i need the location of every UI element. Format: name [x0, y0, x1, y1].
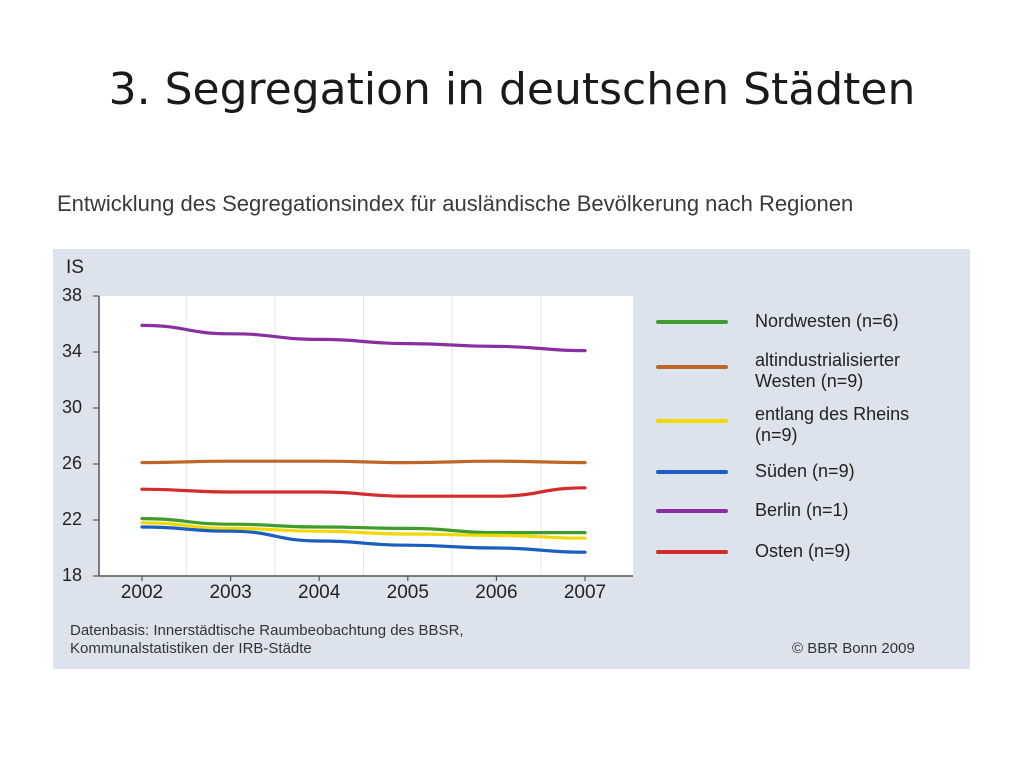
series-line-3	[140, 525, 587, 554]
legend-label: Berlin (n=1)	[755, 500, 955, 521]
x-tick-label: 2002	[120, 582, 164, 603]
legend-swatch	[656, 509, 728, 513]
x-tick-label: 2007	[563, 582, 607, 603]
legend-label: entlang des Rheins (n=9)	[755, 404, 955, 446]
legend-label-line: entlang des Rheins	[755, 404, 910, 424]
series-line-4	[140, 323, 587, 353]
legend-item: altindustrialisierter Westen (n=9)	[656, 350, 956, 398]
legend-label-line: Süden (n=9)	[755, 461, 855, 481]
legend-label-line: Osten (n=9)	[755, 541, 851, 561]
data-source-line: Datenbasis: Innerstädtische Raumbeobacht…	[70, 622, 464, 639]
legend-item: Nordwesten (n=6)	[656, 311, 956, 359]
legend-swatch	[656, 470, 728, 474]
data-source-note: Datenbasis: Innerstädtische Raumbeobacht…	[70, 622, 630, 658]
legend-item: Süden (n=9)	[656, 461, 956, 509]
y-tick-label: 38	[62, 285, 83, 305]
legend-label: Süden (n=9)	[755, 461, 955, 482]
legend-swatch	[656, 365, 728, 369]
data-source-line: Kommunalstatistiken der IRB-Städte	[70, 640, 312, 657]
legend-item: Osten (n=9)	[656, 541, 956, 589]
legend-item: entlang des Rheins (n=9)	[656, 404, 956, 452]
chart-title: Entwicklung des Segregationsindex für au…	[57, 191, 854, 216]
y-tick-label: 22	[62, 509, 83, 529]
legend-swatch	[656, 320, 728, 324]
y-tick-label: 30	[62, 397, 83, 417]
series-line-2	[140, 521, 587, 540]
legend-swatch	[656, 419, 728, 423]
legend-label: Osten (n=9)	[755, 541, 955, 562]
series-line-5	[140, 486, 587, 498]
x-tick-label: 2005	[386, 582, 429, 603]
series-line-0	[140, 517, 587, 535]
legend-label: Nordwesten (n=6)	[755, 311, 955, 332]
legend-label-line: Berlin (n=1)	[755, 500, 849, 520]
legend-label: altindustrialisierter Westen (n=9)	[755, 350, 955, 392]
legend-label-line: Westen (n=9)	[755, 371, 864, 391]
legend-swatch	[656, 550, 728, 554]
series-line-1	[140, 459, 587, 465]
x-tick-label: 2006	[475, 582, 518, 603]
legend-item: Berlin (n=1)	[656, 500, 956, 548]
y-axis-label: IS	[66, 257, 84, 278]
legend-label-line: (n=9)	[755, 425, 798, 445]
slide-title: 3. Segregation in deutschen Städten	[108, 64, 916, 115]
y-tick-label: 34	[62, 341, 83, 361]
legend-label-line: altindustrialisierter	[755, 350, 901, 370]
copyright-note: © BBR Bonn 2009	[792, 640, 915, 657]
x-tick-label: 2004	[298, 582, 341, 603]
x-tick-label: 2003	[209, 582, 252, 603]
y-tick-label: 26	[62, 453, 83, 473]
legend-label-line: Nordwesten (n=6)	[755, 311, 899, 331]
y-tick-label: 18	[62, 565, 83, 585]
